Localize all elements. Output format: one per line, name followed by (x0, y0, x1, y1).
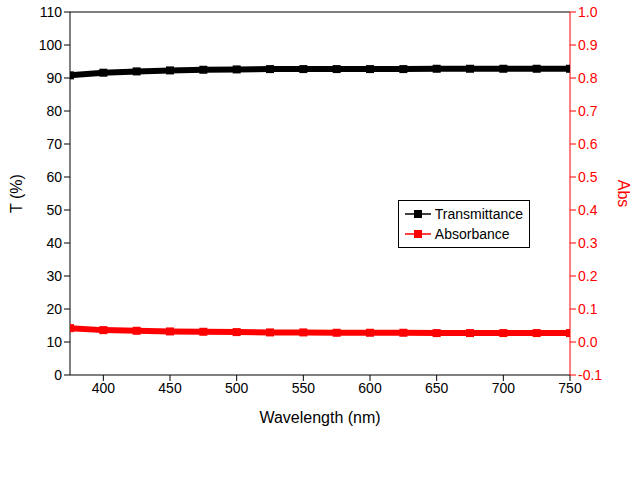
svg-text:110: 110 (40, 4, 63, 20)
svg-text:0.9: 0.9 (578, 37, 598, 53)
svg-text:0.6: 0.6 (578, 136, 598, 152)
svg-text:700: 700 (492, 380, 516, 396)
svg-text:30: 30 (46, 268, 62, 284)
svg-text:0.2: 0.2 (578, 268, 598, 284)
svg-text:0.8: 0.8 (578, 70, 598, 86)
svg-text:20: 20 (46, 301, 62, 317)
svg-text:Wavelength (nm): Wavelength (nm) (259, 409, 380, 426)
svg-text:40: 40 (46, 235, 62, 251)
svg-text:80: 80 (46, 103, 62, 119)
svg-text:50: 50 (46, 202, 62, 218)
svg-text:-0.1: -0.1 (578, 367, 602, 383)
svg-text:650: 650 (425, 380, 449, 396)
svg-text:450: 450 (158, 380, 182, 396)
svg-text:60: 60 (46, 169, 62, 185)
svg-text:400: 400 (92, 380, 116, 396)
svg-text:T (%): T (%) (8, 174, 25, 213)
svg-text:500: 500 (225, 380, 249, 396)
svg-text:0.3: 0.3 (578, 235, 598, 251)
svg-text:0: 0 (54, 367, 62, 383)
svg-text:1.0: 1.0 (578, 4, 598, 20)
svg-text:Abs: Abs (615, 180, 632, 208)
svg-text:0.0: 0.0 (578, 334, 598, 350)
svg-text:600: 600 (358, 380, 382, 396)
svg-text:0.4: 0.4 (578, 202, 598, 218)
svg-text:0.1: 0.1 (578, 301, 598, 317)
svg-text:750: 750 (558, 379, 582, 396)
html-text:Absorbance: Absorbance (434, 226, 510, 242)
html-text:Transmittance: Transmittance (434, 206, 523, 222)
svg-text:10: 10 (46, 334, 62, 350)
svg-text:100: 100 (39, 37, 63, 53)
svg-text:0.7: 0.7 (578, 103, 598, 119)
svg-text:90: 90 (46, 70, 62, 86)
svg-text:0.5: 0.5 (578, 169, 598, 185)
svg-text:70: 70 (46, 136, 62, 152)
svg-text:550: 550 (292, 380, 316, 396)
